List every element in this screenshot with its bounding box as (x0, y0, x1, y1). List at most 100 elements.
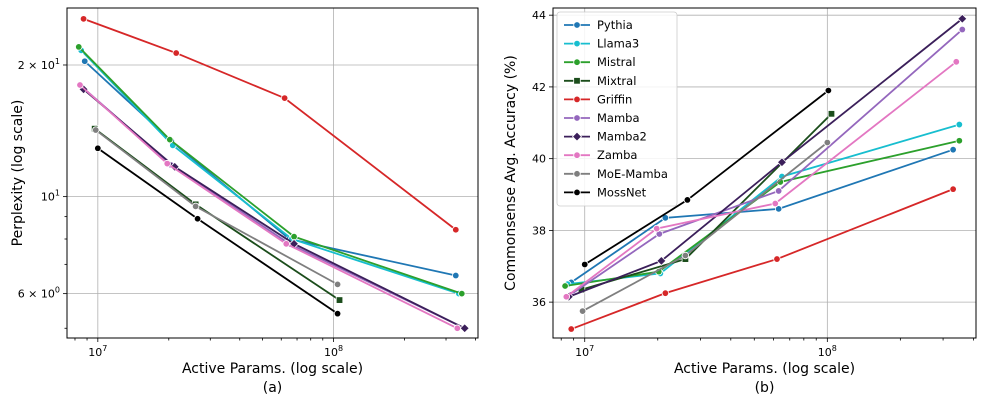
panel-b: 107 108 36 38 40 42 44 Active Params. (log sca… (503, 7, 977, 396)
data-point-zamba (76, 81, 84, 89)
data-point-griffin (567, 325, 575, 333)
data-point-mamba2 (169, 161, 180, 172)
data-point-zamba (282, 240, 290, 248)
series-line-mistral (78, 46, 463, 295)
data-point-griffin (79, 15, 88, 23)
legend-marker (573, 39, 581, 48)
series-mossnet (581, 86, 833, 269)
series-mistral (75, 43, 466, 298)
data-point-mixtral (335, 296, 344, 304)
legend-marker (573, 188, 581, 197)
data-point-mossnet (193, 215, 202, 223)
data-point-zamba (952, 58, 960, 66)
legend-entry-mossnet: MossNet (564, 185, 647, 199)
data-point-pythia (949, 145, 957, 154)
legend-marker (573, 170, 581, 178)
panel-a-plot-frame (66, 7, 479, 339)
series-mamba (78, 83, 469, 332)
data-point-griffin (661, 289, 670, 297)
series-line-griffin (83, 18, 457, 231)
series-mamba2 (78, 84, 470, 334)
data-point-griffin (949, 185, 957, 193)
data-point-mistral (955, 137, 964, 145)
panel-a-x-axis-label: Active Params. (log scale) (182, 361, 363, 377)
series-moe-mamba (578, 138, 832, 315)
legend-label: Mistral (597, 55, 636, 69)
y-tick-label: 2 × 101 (18, 57, 60, 72)
data-point-mossnet (94, 144, 102, 152)
series-line-mamba2 (568, 18, 963, 298)
panel-b-series (561, 13, 968, 333)
legend-entry-llama3: Llama3 (564, 37, 639, 51)
panel-a-y-axis-label: Perplexity (log scale) (10, 100, 26, 247)
panel-b-y-axis-label: Commonsense Avg. Accuracy (%) (503, 55, 519, 291)
legend-entry-griffin: Griffin (564, 92, 632, 106)
data-point-mossnet (824, 86, 833, 95)
legend-label: Llama3 (597, 37, 639, 51)
data-point-mamba2 (656, 255, 667, 266)
x-tick-label: 108 (818, 344, 837, 359)
legend-marker (573, 151, 581, 159)
legend-marker (573, 21, 581, 29)
data-point-zamba (453, 324, 462, 332)
data-point-moe-mamba (92, 126, 100, 134)
series-line-mistral (564, 139, 960, 287)
data-point-mossnet (581, 260, 589, 269)
x-tick-label: 107 (88, 344, 107, 359)
legend-marker (573, 58, 581, 66)
series-pythia (81, 57, 460, 280)
legend-label: Mamba2 (597, 130, 647, 144)
series-line-griffin (570, 188, 954, 330)
data-point-pythia (774, 205, 783, 213)
data-point-griffin (452, 226, 460, 234)
panel-b-plot-frame (552, 7, 977, 339)
data-point-llama3 (955, 120, 964, 129)
legend-marker (571, 131, 583, 142)
data-point-zamba (562, 293, 571, 301)
legend-label: Zamba (597, 148, 637, 162)
panel-a: 107 108 6 × 100 101 2 × 101 Active Params. (… (10, 7, 479, 396)
series-mossnet (94, 144, 342, 318)
legend-label: MossNet (597, 185, 647, 199)
y-tick-label: 38 (532, 224, 546, 237)
y-tick-label: 36 (532, 296, 546, 309)
data-point-pythia (452, 271, 460, 280)
series-moe-mamba (92, 126, 342, 289)
data-point-mossnet (683, 196, 692, 204)
data-point-moe-mamba (681, 251, 690, 260)
y-tick-label: 44 (532, 9, 546, 22)
data-point-zamba (163, 159, 171, 168)
series-line-pythia (570, 148, 954, 284)
panel-a-ticks: 107 108 6 × 100 101 2 × 101 (18, 57, 476, 359)
series-line-mixtral (94, 127, 341, 301)
legend-entry-mistral: Mistral (564, 55, 636, 69)
legend-label: MoE-Mamba (597, 167, 668, 181)
data-point-pythia (81, 57, 89, 65)
legend-box (556, 11, 678, 207)
series-mistral (561, 137, 964, 290)
y-tick-label: 40 (532, 153, 546, 166)
legend-label: Mamba (597, 111, 640, 125)
series-line-mossnet (97, 147, 339, 315)
data-point-zamba (652, 224, 661, 233)
x-tick-label: 107 (575, 344, 594, 359)
series-line-zamba (565, 61, 957, 298)
data-point-griffin (773, 255, 781, 263)
series-zamba (76, 81, 462, 332)
data-point-moe-mamba (191, 202, 200, 211)
legend-entry-zamba: Zamba (564, 148, 637, 162)
panel-a-grid (67, 8, 478, 338)
series-llama3 (77, 46, 463, 298)
data-point-griffin (172, 49, 180, 57)
data-point-mistral (75, 43, 83, 51)
data-point-mamba2 (776, 157, 787, 168)
series-line-moe-mamba (95, 129, 338, 286)
panel-a-caption: (a) (263, 380, 283, 396)
data-point-mistral (561, 282, 569, 290)
panel-b-caption: (b) (755, 380, 775, 396)
series-line-mamba2 (82, 88, 466, 330)
data-point-moe-mamba (578, 307, 587, 315)
data-point-mamba2 (957, 13, 968, 24)
legend-label: Mixtral (597, 74, 636, 88)
y-tick-label: 6 × 100 (18, 286, 60, 301)
